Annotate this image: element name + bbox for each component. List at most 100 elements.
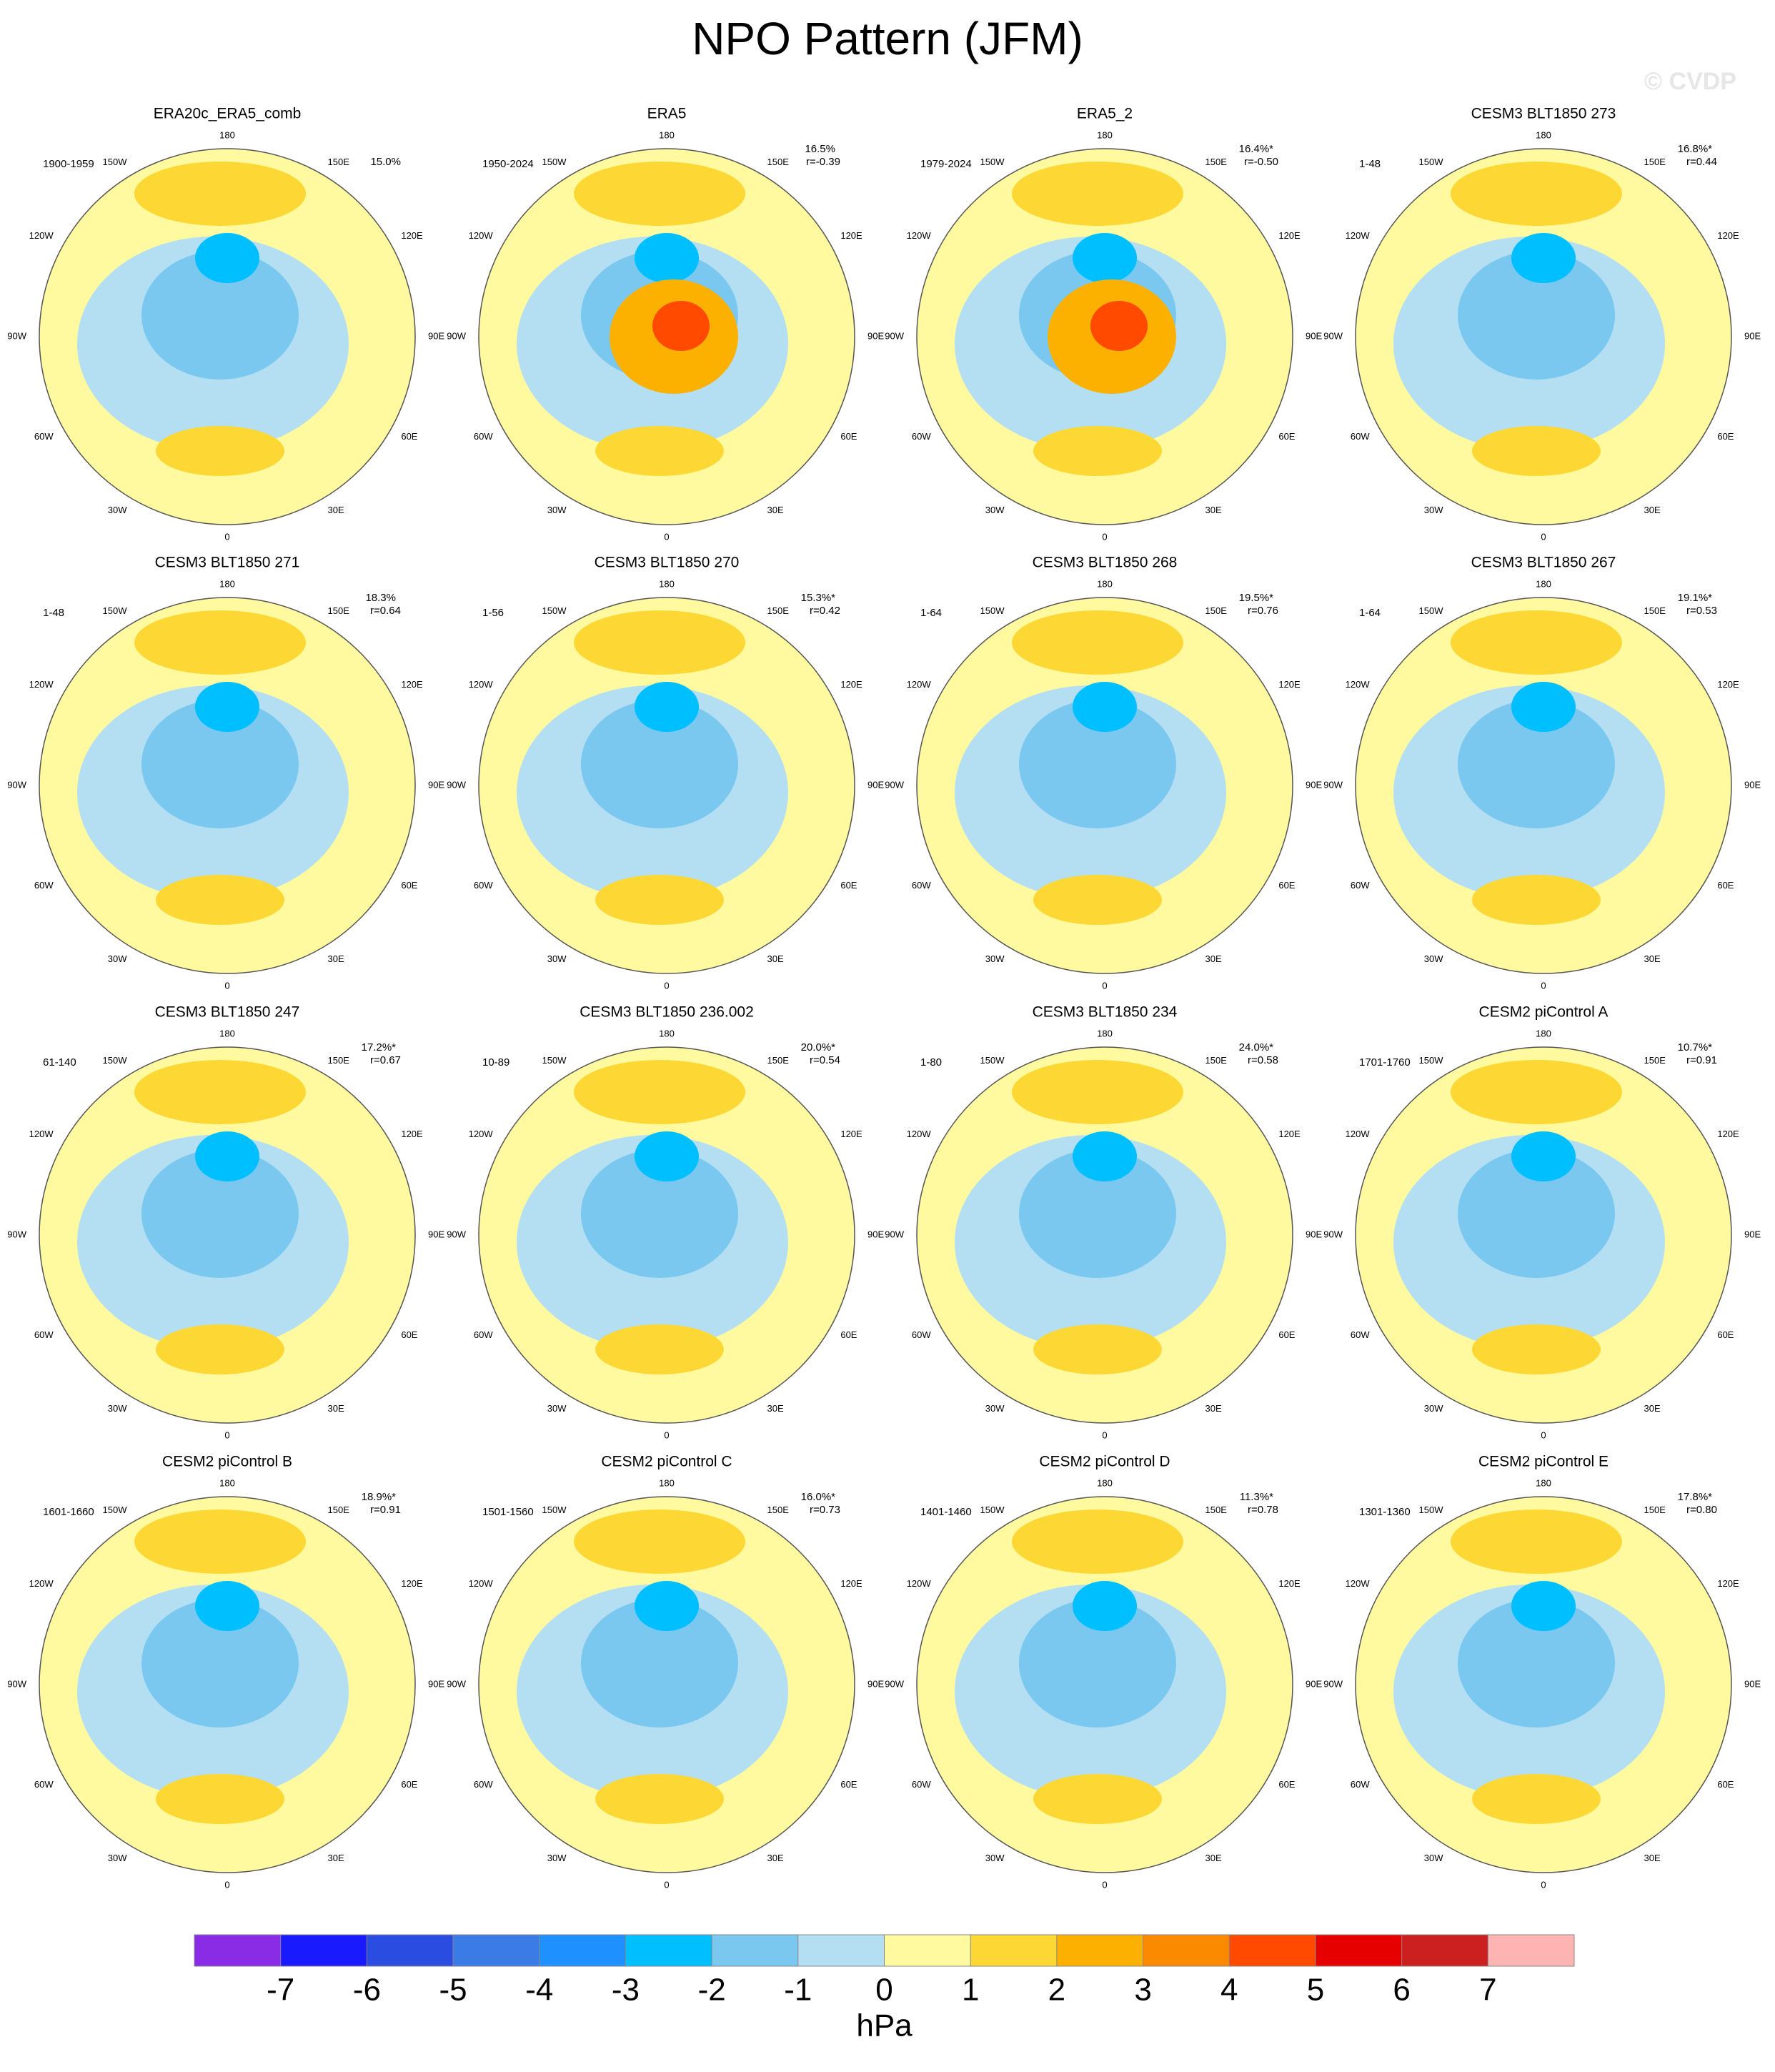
longitude-label: 30W bbox=[985, 505, 1005, 515]
longitude-label: 180 bbox=[659, 578, 675, 589]
anomaly-region bbox=[1012, 1510, 1183, 1574]
anomaly-region bbox=[1073, 233, 1137, 283]
anomaly-region bbox=[156, 1774, 284, 1824]
longitude-label: 90E bbox=[1744, 1229, 1761, 1239]
anomaly-region bbox=[1019, 1599, 1176, 1728]
longitude-label: 30E bbox=[328, 1853, 344, 1863]
longitude-label: 60W bbox=[34, 880, 54, 891]
longitude-label: 180 bbox=[659, 1477, 675, 1488]
panel-percent: 18.3% bbox=[365, 592, 396, 604]
longitude-label: 30E bbox=[1205, 1403, 1222, 1414]
longitude-label: 120E bbox=[840, 1578, 862, 1589]
map-border bbox=[478, 1496, 855, 1873]
map bbox=[479, 1047, 855, 1423]
longitude-label: 0 bbox=[1102, 1879, 1107, 1890]
longitude-label: 150W bbox=[542, 605, 567, 616]
panel-period: 1601-1660 bbox=[43, 1506, 94, 1518]
anomaly-region bbox=[1033, 426, 1162, 476]
panel-correlation: r=0.76 bbox=[1248, 605, 1278, 617]
longitude-label: 150E bbox=[328, 1505, 350, 1515]
panel-title: CESM3 BLT1850 268 bbox=[1033, 555, 1178, 571]
longitude-label: 150W bbox=[980, 1505, 1005, 1515]
panel-percent: 17.2%* bbox=[362, 1041, 397, 1054]
longitude-label: 60W bbox=[1351, 880, 1370, 891]
longitude-label: 60W bbox=[474, 1779, 493, 1790]
map bbox=[1356, 598, 1731, 973]
longitude-label: 120E bbox=[1717, 679, 1739, 690]
longitude-label: 180 bbox=[1536, 578, 1551, 589]
anomaly-region bbox=[1451, 162, 1622, 226]
longitude-label: 150E bbox=[1205, 1505, 1228, 1515]
map-border bbox=[478, 148, 855, 525]
anomaly-region bbox=[652, 301, 710, 351]
colorbar-label: -3 bbox=[612, 1973, 640, 2008]
longitude-label: 120E bbox=[1278, 230, 1301, 241]
longitude-label: 150E bbox=[328, 157, 350, 167]
anomaly-region bbox=[141, 700, 299, 828]
longitude-label: 30E bbox=[767, 505, 784, 515]
panel-correlation: r=0.58 bbox=[1248, 1054, 1278, 1066]
longitude-label: 0 bbox=[224, 980, 229, 991]
panel-percent: 10.7%* bbox=[1678, 1041, 1713, 1054]
longitude-label: 150W bbox=[542, 1055, 567, 1066]
longitude-label: 150W bbox=[542, 1505, 567, 1515]
longitude-label: 150E bbox=[767, 1055, 790, 1066]
anomaly-region bbox=[195, 233, 259, 283]
panel-title: CESM3 BLT1850 236.002 bbox=[580, 1004, 754, 1021]
anomaly-region bbox=[1033, 875, 1162, 925]
longitude-label: 180 bbox=[1536, 1028, 1551, 1039]
longitude-label: 0 bbox=[224, 1879, 229, 1890]
panel-title: CESM3 BLT1850 271 bbox=[155, 555, 300, 571]
longitude-label: 150E bbox=[767, 605, 790, 616]
colorbar-label: -1 bbox=[784, 1973, 812, 2008]
longitude-label: 60W bbox=[1351, 1779, 1370, 1790]
map bbox=[1356, 149, 1731, 525]
anomaly-region bbox=[1458, 251, 1615, 380]
longitude-label: 60E bbox=[1278, 880, 1295, 891]
panel-percent: 19.1%* bbox=[1678, 592, 1713, 604]
longitude-label: 150W bbox=[980, 1055, 1005, 1066]
longitude-label: 30W bbox=[547, 1853, 567, 1863]
longitude-label: 150W bbox=[103, 605, 128, 616]
longitude-label: 0 bbox=[1102, 531, 1107, 542]
colorbar-box bbox=[1056, 1935, 1143, 1966]
anomaly-region bbox=[595, 426, 724, 476]
colorbar-box bbox=[539, 1935, 626, 1966]
longitude-label: 120W bbox=[469, 230, 494, 241]
longitude-label: 120W bbox=[29, 679, 54, 690]
longitude-label: 150W bbox=[542, 157, 567, 167]
map-border bbox=[478, 1046, 855, 1424]
longitude-label: 30E bbox=[328, 953, 344, 964]
anomaly-region bbox=[635, 1581, 699, 1631]
longitude-label: 120E bbox=[1278, 679, 1301, 690]
longitude-label: 120W bbox=[469, 1129, 494, 1139]
colorbar-box bbox=[712, 1935, 798, 1966]
anomaly-region bbox=[134, 610, 306, 675]
map-border bbox=[39, 1496, 416, 1873]
longitude-label: 120E bbox=[1717, 230, 1739, 241]
panel-title: CESM3 BLT1850 247 bbox=[155, 1004, 300, 1021]
panel-correlation: r=0.64 bbox=[370, 605, 401, 617]
anomaly-region bbox=[1012, 1060, 1183, 1124]
panel-period: 1301-1360 bbox=[1359, 1506, 1411, 1518]
colorbar-label: -5 bbox=[439, 1973, 467, 2008]
anomaly-region bbox=[156, 875, 284, 925]
longitude-label: 30E bbox=[1644, 1853, 1661, 1863]
longitude-label: 150W bbox=[1419, 1055, 1444, 1066]
anomaly-region bbox=[581, 700, 738, 828]
longitude-label: 90W bbox=[1323, 1229, 1343, 1239]
colorbar-label: 7 bbox=[1479, 1973, 1496, 2008]
longitude-label: 0 bbox=[1102, 980, 1107, 991]
longitude-label: 150E bbox=[1205, 1055, 1228, 1066]
anomaly-region bbox=[1458, 700, 1615, 828]
longitude-label: 120W bbox=[907, 1129, 932, 1139]
longitude-label: 90E bbox=[1744, 1678, 1761, 1689]
longitude-label: 30W bbox=[985, 1403, 1005, 1414]
colorbar-label: -2 bbox=[698, 1973, 726, 2008]
anomaly-region bbox=[195, 1581, 259, 1631]
longitude-label: 0 bbox=[664, 1879, 669, 1890]
longitude-label: 120E bbox=[840, 230, 862, 241]
anomaly-region bbox=[195, 682, 259, 732]
anomaly-region bbox=[156, 426, 284, 476]
anomaly-region bbox=[156, 1324, 284, 1374]
